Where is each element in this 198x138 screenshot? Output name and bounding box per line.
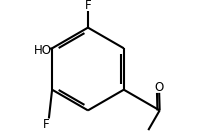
- Text: O: O: [154, 81, 164, 94]
- Text: HO: HO: [33, 44, 51, 57]
- Text: F: F: [85, 0, 91, 12]
- Text: F: F: [43, 118, 49, 131]
